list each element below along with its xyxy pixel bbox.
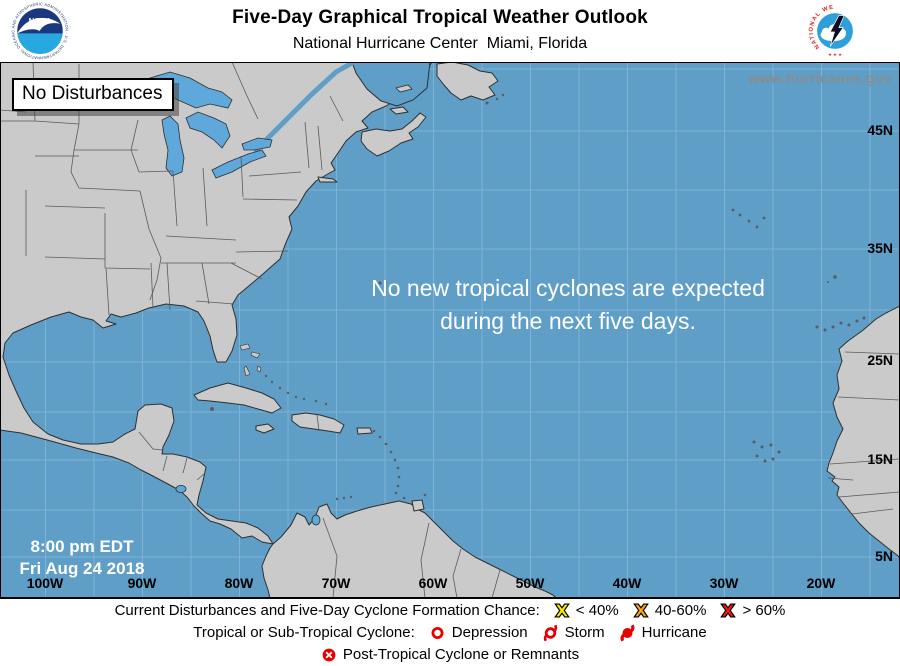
svg-text:★ ★ ★: ★ ★ ★: [828, 52, 842, 57]
gulf-of-st-lawrence: [351, 62, 431, 107]
legend-item--40-: < 40%: [553, 602, 619, 619]
bermuda-island: [378, 281, 382, 285]
lake-maracaibo: [311, 514, 321, 526]
lon-label-100w: 100W: [26, 575, 64, 591]
legend-item--60-: > 60%: [720, 602, 785, 619]
land-cuba: [193, 382, 282, 414]
land-pei: [389, 106, 409, 115]
lon-label-60w: 60W: [418, 575, 448, 591]
great-lakes: [147, 71, 321, 526]
lake-huron: [185, 111, 231, 149]
lon-label-20w: 20W: [806, 575, 836, 591]
outlook-map: No Disturbances www.hurricanes.gov No ne…: [0, 62, 900, 598]
no-disturbances-label: No Disturbances: [22, 83, 163, 104]
legend-item-post-tropical-cyclone-or-remnants: Post-Tropical Cyclone or Remnants: [321, 646, 579, 663]
lat-label-25n: 25N: [867, 352, 893, 368]
title-block: Five-Day Graphical Tropical Weather Outl…: [80, 0, 800, 62]
legend-row-post-tropical: Post-Tropical Cyclone or Remnants: [0, 644, 900, 665]
land-anticosti: [395, 84, 413, 93]
noaa-logo-icon: NATIONAL OCEANIC AND ATMOSPHERIC ADMINIS…: [10, 1, 69, 61]
land-africa: [826, 305, 900, 559]
legend-item-40-60-: 40-60%: [632, 602, 707, 619]
legend-item-label: Post-Tropical Cyclone or Remnants: [342, 646, 580, 663]
legend-row-cyclone-types: Tropical or Sub-Tropical Cyclone: Depres…: [0, 622, 900, 643]
legend: Current Disturbances and Five-Day Cyclon…: [0, 598, 900, 666]
legend-item-label: < 40%: [575, 602, 619, 619]
bahamas-islands: [239, 343, 262, 377]
legend-item-storm: Storm: [542, 624, 605, 642]
lake-erie: [211, 149, 267, 179]
depression-icon: [429, 624, 446, 641]
lat-label-35n: 35N: [867, 240, 893, 256]
legend-item-label: Depression: [451, 624, 528, 641]
storm-icon: [542, 624, 559, 642]
lat-label-5n: 5N: [875, 548, 893, 564]
issuance-date: Fri Aug 24 2018: [19, 559, 145, 578]
lat-label-15n: 15N: [867, 451, 893, 467]
formation-chance-high-icon: [720, 603, 737, 618]
land-puerto-rico: [356, 427, 373, 435]
internal-borders: [0, 62, 900, 598]
lon-label-30w: 30W: [709, 575, 739, 591]
lon-label-50w: 50W: [515, 575, 545, 591]
lon-label-80w: 80W: [224, 575, 254, 591]
land-north-america: [0, 62, 433, 545]
lon-label-90w: 90W: [127, 575, 157, 591]
outlook-message-line1: No new tropical cyclones are expected: [371, 275, 765, 301]
page-subtitle: National Hurricane Center Miami, Florida: [292, 35, 588, 52]
lake-nicaragua: [175, 484, 187, 493]
legend-item-hurricane: Hurricane: [619, 623, 707, 642]
hurricane-icon: [619, 623, 636, 642]
st-lawrence-river: [253, 62, 355, 153]
legend-item-label: > 60%: [742, 602, 786, 619]
watermark-url: www.hurricanes.gov: [748, 70, 892, 86]
legend-item-label: 40-60%: [654, 602, 707, 619]
legend-row1-label: Current Disturbances and Five-Day Cyclon…: [114, 602, 540, 619]
small-islands: [210, 93, 866, 501]
nws-logo-icon: NATIONAL WEATHER SERVICE ★ ★ ★: [805, 1, 865, 61]
lake-michigan: [161, 115, 185, 177]
land-jamaica: [255, 423, 275, 434]
land-long-island: [317, 176, 338, 183]
svg-text:NOAA: NOAA: [29, 16, 52, 25]
post-tropical-icon: [321, 647, 337, 663]
formation-chance-medium-icon: [632, 603, 649, 618]
outlook-message-line2: during the next five days.: [440, 308, 696, 334]
lon-label-70w: 70W: [321, 575, 351, 591]
legend-item-depression: Depression: [429, 624, 528, 641]
map-graphic: [0, 62, 900, 598]
formation-chance-low-icon: [553, 603, 570, 618]
legend-item-label: Hurricane: [641, 624, 707, 641]
page-title: Five-Day Graphical Tropical Weather Outl…: [232, 7, 648, 28]
no-disturbances-box: No Disturbances: [12, 78, 175, 111]
legend-item-label: Storm: [564, 624, 605, 641]
land-newfoundland: [436, 62, 499, 101]
issuance-time: 8:00 pm EDT: [30, 537, 134, 556]
legend-row2-label: Tropical or Sub-Tropical Cyclone:: [193, 624, 415, 641]
header: NATIONAL OCEANIC AND ATMOSPHERIC ADMINIS…: [0, 0, 900, 62]
land-trinidad: [411, 499, 425, 512]
outlook-message: No new tropical cyclones are expected du…: [318, 272, 818, 338]
legend-row-formation-chance: Current Disturbances and Five-Day Cyclon…: [0, 600, 900, 621]
lake-ontario: [241, 137, 273, 151]
lon-label-40w: 40W: [612, 575, 642, 591]
lat-label-45n: 45N: [867, 122, 893, 138]
issuance-timestamp: 8:00 pm EDT Fri Aug 24 2018: [12, 536, 152, 580]
land-nova-scotia: [360, 112, 427, 157]
